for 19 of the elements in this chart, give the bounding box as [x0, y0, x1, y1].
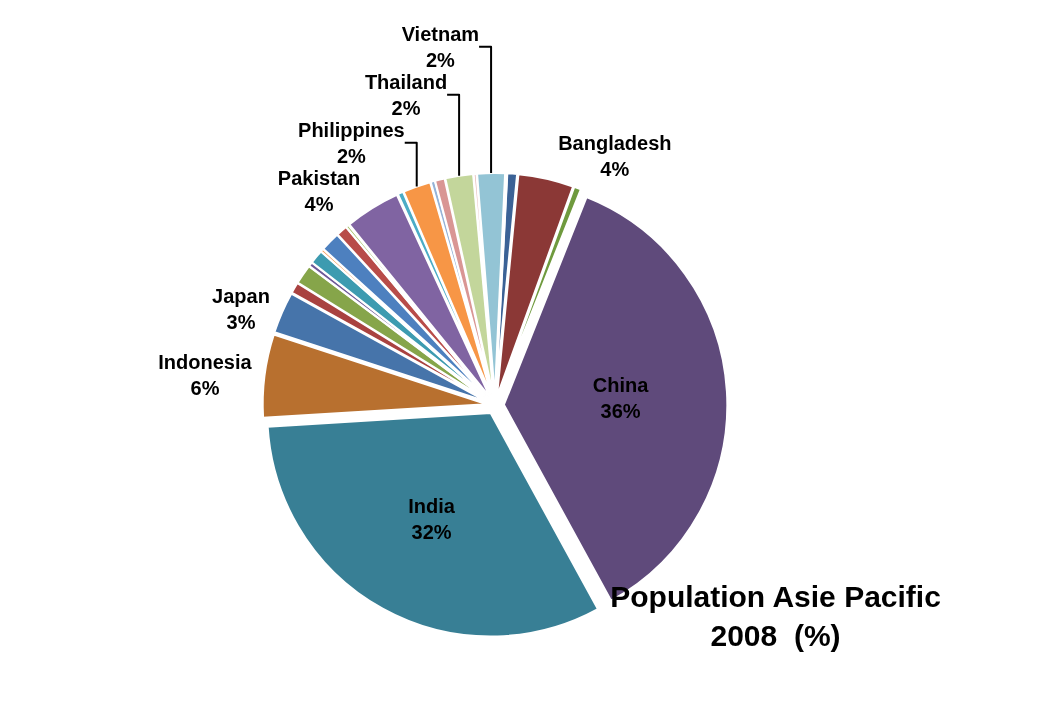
slice-label: China — [592, 373, 650, 396]
data-label: 2% — [336, 144, 367, 167]
data-label: 4% — [304, 192, 334, 215]
text: Population Asie Pacific 2008 (%) — [610, 580, 941, 653]
data-label: 2% — [391, 96, 421, 119]
slice-label: Thailand — [364, 70, 448, 93]
data-label: 32% — [411, 521, 452, 544]
slice-label: Vietnam — [401, 22, 480, 45]
slice-label: Japan — [212, 284, 270, 307]
data-label: 3% — [226, 310, 256, 333]
slice-label: Pakistan — [277, 166, 361, 189]
slice-label: Bangladesh — [558, 131, 672, 154]
data-label: 2% — [425, 48, 456, 71]
slice-label: Philippines — [298, 118, 405, 141]
slice-label: India — [408, 495, 456, 518]
data-label: 6% — [190, 377, 220, 400]
data-label: 36% — [600, 399, 641, 422]
slice-label: Indonesia — [158, 351, 253, 374]
data-label: 4% — [600, 157, 630, 180]
